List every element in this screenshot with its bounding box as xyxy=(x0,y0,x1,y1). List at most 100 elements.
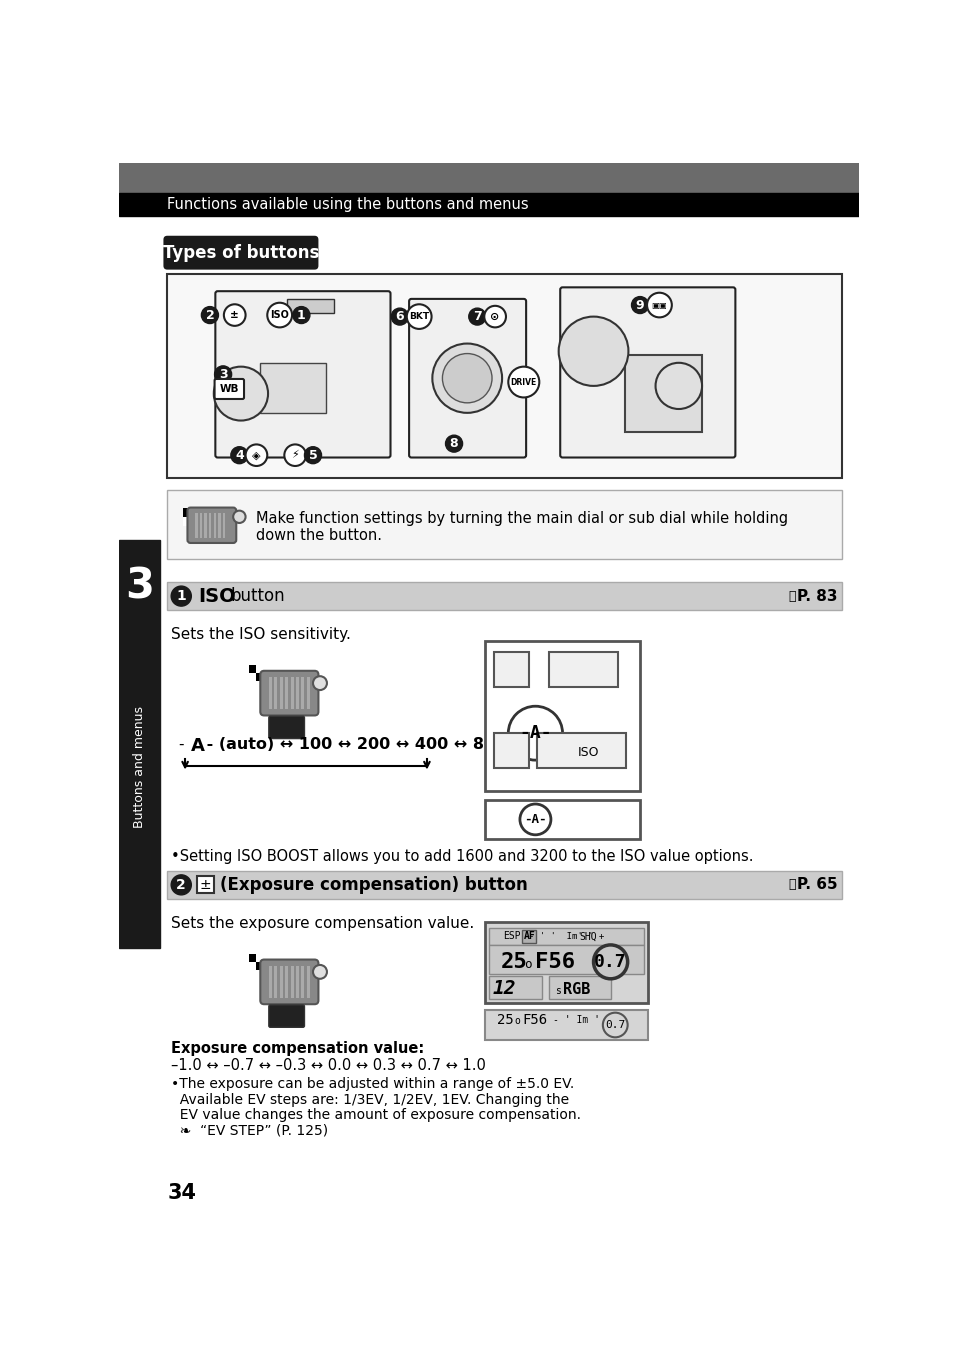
Bar xyxy=(256,954,264,962)
Circle shape xyxy=(267,302,292,328)
Circle shape xyxy=(304,447,321,463)
Bar xyxy=(295,678,298,709)
Text: s: s xyxy=(555,986,560,996)
Bar xyxy=(119,539,159,948)
Bar xyxy=(484,801,639,839)
Bar xyxy=(287,299,334,313)
Text: ⚡: ⚡ xyxy=(291,450,298,461)
Bar xyxy=(167,491,841,560)
Bar xyxy=(183,508,192,516)
Text: BKT: BKT xyxy=(409,312,429,321)
Bar xyxy=(218,514,220,538)
Bar xyxy=(537,733,625,768)
Bar xyxy=(488,944,643,974)
Text: ISO: ISO xyxy=(270,310,289,320)
Circle shape xyxy=(313,676,327,690)
Bar xyxy=(167,274,841,478)
Text: - (auto) ↔ 100 ↔ 200 ↔ 400 ↔ 800: - (auto) ↔ 100 ↔ 200 ↔ 400 ↔ 800 xyxy=(200,737,505,752)
Bar xyxy=(209,514,212,538)
Bar xyxy=(307,678,310,709)
Text: o: o xyxy=(523,958,531,970)
Text: -A-: -A- xyxy=(523,813,546,827)
Bar xyxy=(285,966,288,999)
Bar xyxy=(291,966,294,999)
Bar xyxy=(213,514,216,538)
Bar xyxy=(488,976,541,999)
Text: down the button.: down the button. xyxy=(256,528,382,543)
Text: 2: 2 xyxy=(205,309,214,321)
Circle shape xyxy=(245,444,267,466)
Bar xyxy=(256,962,264,970)
Text: Sets the ISO sensitivity.: Sets the ISO sensitivity. xyxy=(171,627,351,642)
Bar xyxy=(624,355,701,432)
Bar xyxy=(256,673,264,680)
Text: 25: 25 xyxy=(497,1012,513,1027)
Text: 1: 1 xyxy=(176,589,186,603)
Bar xyxy=(291,678,294,709)
Bar xyxy=(192,508,201,516)
Bar xyxy=(484,641,639,791)
Circle shape xyxy=(406,305,431,329)
Text: ⎙: ⎙ xyxy=(788,878,796,892)
Bar xyxy=(196,877,213,893)
Bar xyxy=(223,514,225,538)
Text: 0.7: 0.7 xyxy=(604,1020,625,1030)
Circle shape xyxy=(224,305,245,325)
Circle shape xyxy=(313,965,327,978)
Circle shape xyxy=(233,511,245,523)
Text: RGB: RGB xyxy=(562,982,589,997)
Text: 0.7: 0.7 xyxy=(594,953,626,972)
Circle shape xyxy=(602,1012,627,1038)
Text: button: button xyxy=(231,587,285,606)
Bar xyxy=(249,673,256,680)
Text: 25: 25 xyxy=(500,951,527,972)
Bar xyxy=(204,514,207,538)
Circle shape xyxy=(519,804,550,835)
Text: o: o xyxy=(514,1016,519,1026)
Circle shape xyxy=(214,366,232,383)
Bar xyxy=(167,871,841,898)
Circle shape xyxy=(293,306,310,324)
Text: ISO: ISO xyxy=(578,745,598,759)
Text: AF: AF xyxy=(523,931,535,942)
Text: ❧  “EV STEP” (P. 125): ❧ “EV STEP” (P. 125) xyxy=(171,1123,328,1138)
FancyBboxPatch shape xyxy=(260,959,318,1004)
Bar xyxy=(521,930,536,943)
Text: ⊙: ⊙ xyxy=(490,312,499,321)
Text: SHQ: SHQ xyxy=(579,931,597,942)
Circle shape xyxy=(201,306,218,324)
Bar xyxy=(494,733,529,768)
Text: DRIVE: DRIVE xyxy=(510,378,537,386)
Bar xyxy=(484,1011,647,1039)
Circle shape xyxy=(432,344,501,413)
Text: ⎙: ⎙ xyxy=(788,589,796,603)
Bar xyxy=(548,652,618,687)
Text: ±: ± xyxy=(199,878,211,892)
Text: Make function settings by turning the main dial or sub dial while holding: Make function settings by turning the ma… xyxy=(256,511,788,526)
Bar xyxy=(260,363,326,413)
Bar xyxy=(256,665,264,673)
Bar xyxy=(301,678,304,709)
Bar xyxy=(195,514,197,538)
Bar xyxy=(249,962,256,970)
Bar xyxy=(269,678,272,709)
Circle shape xyxy=(508,706,562,760)
Circle shape xyxy=(391,308,408,325)
Text: Buttons and menus: Buttons and menus xyxy=(132,706,146,828)
Bar xyxy=(274,966,277,999)
Text: 6: 6 xyxy=(395,310,404,322)
FancyBboxPatch shape xyxy=(163,236,318,270)
FancyBboxPatch shape xyxy=(269,1005,304,1027)
Text: ◈: ◈ xyxy=(252,450,260,461)
Text: Functions available using the buttons and menus: Functions available using the buttons an… xyxy=(167,198,528,213)
Bar xyxy=(119,163,858,194)
Text: 3: 3 xyxy=(125,565,153,607)
Text: ▣▣: ▣▣ xyxy=(651,301,666,309)
Text: ±: ± xyxy=(230,310,239,320)
Bar xyxy=(167,583,841,610)
Text: ESP: ESP xyxy=(503,931,520,942)
Bar xyxy=(199,514,202,538)
Bar xyxy=(249,665,256,673)
Circle shape xyxy=(442,354,492,402)
Circle shape xyxy=(558,317,628,386)
